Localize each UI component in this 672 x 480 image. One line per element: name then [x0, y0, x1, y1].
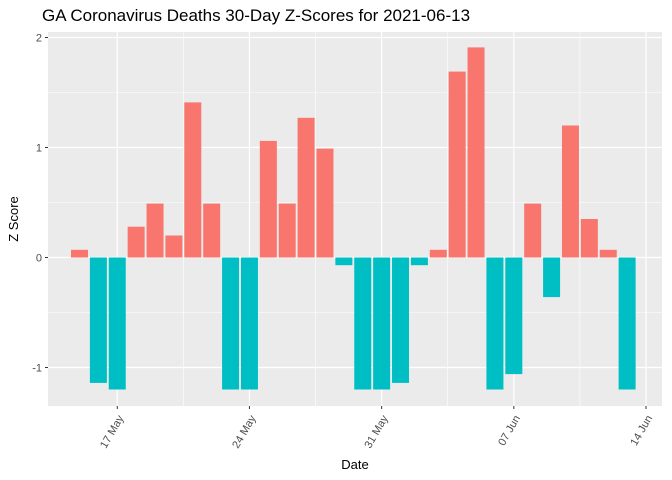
- x-tick-label: 24 May: [230, 413, 259, 451]
- x-tick-label: 07 Jun: [496, 413, 523, 448]
- bar: [505, 257, 523, 375]
- bar: [373, 257, 391, 390]
- bar: [392, 257, 410, 383]
- bar: [184, 102, 202, 258]
- y-tick-label: 0: [36, 253, 42, 265]
- x-tick-label: 17 May: [98, 413, 127, 451]
- bar: [222, 257, 240, 390]
- bar: [240, 257, 258, 390]
- bar: [316, 148, 334, 258]
- bar: [599, 249, 617, 258]
- y-tick-label: 2: [36, 33, 42, 45]
- bar: [561, 125, 579, 258]
- bar: [146, 203, 164, 258]
- bar: [165, 235, 183, 258]
- bar: [543, 257, 561, 298]
- bar: [108, 257, 126, 390]
- bar: [524, 203, 542, 258]
- y-tick-label: 1: [36, 143, 42, 155]
- bar: [410, 257, 428, 266]
- bar: [467, 47, 485, 258]
- bars: [71, 47, 636, 390]
- x-axis-title: Date: [341, 457, 368, 472]
- bar: [429, 249, 447, 258]
- x-tick-label: 14 Jun: [628, 413, 655, 448]
- y-tick-label: -1: [32, 363, 42, 375]
- bar: [448, 71, 466, 258]
- bar: [259, 140, 277, 258]
- bar: [580, 219, 598, 258]
- bar: [89, 257, 107, 383]
- x-tick-label: 31 May: [362, 413, 391, 451]
- bar: [354, 257, 372, 390]
- bar: [278, 203, 296, 258]
- bar: [486, 257, 504, 390]
- chart-title: GA Coronavirus Deaths 30-Day Z-Scores fo…: [42, 6, 471, 25]
- bar: [297, 117, 315, 258]
- bar: [335, 257, 353, 266]
- bar: [618, 257, 636, 390]
- bar: [71, 249, 88, 258]
- bar: [203, 203, 221, 258]
- y-axis-title: Z Score: [6, 196, 21, 242]
- bar: [127, 226, 145, 258]
